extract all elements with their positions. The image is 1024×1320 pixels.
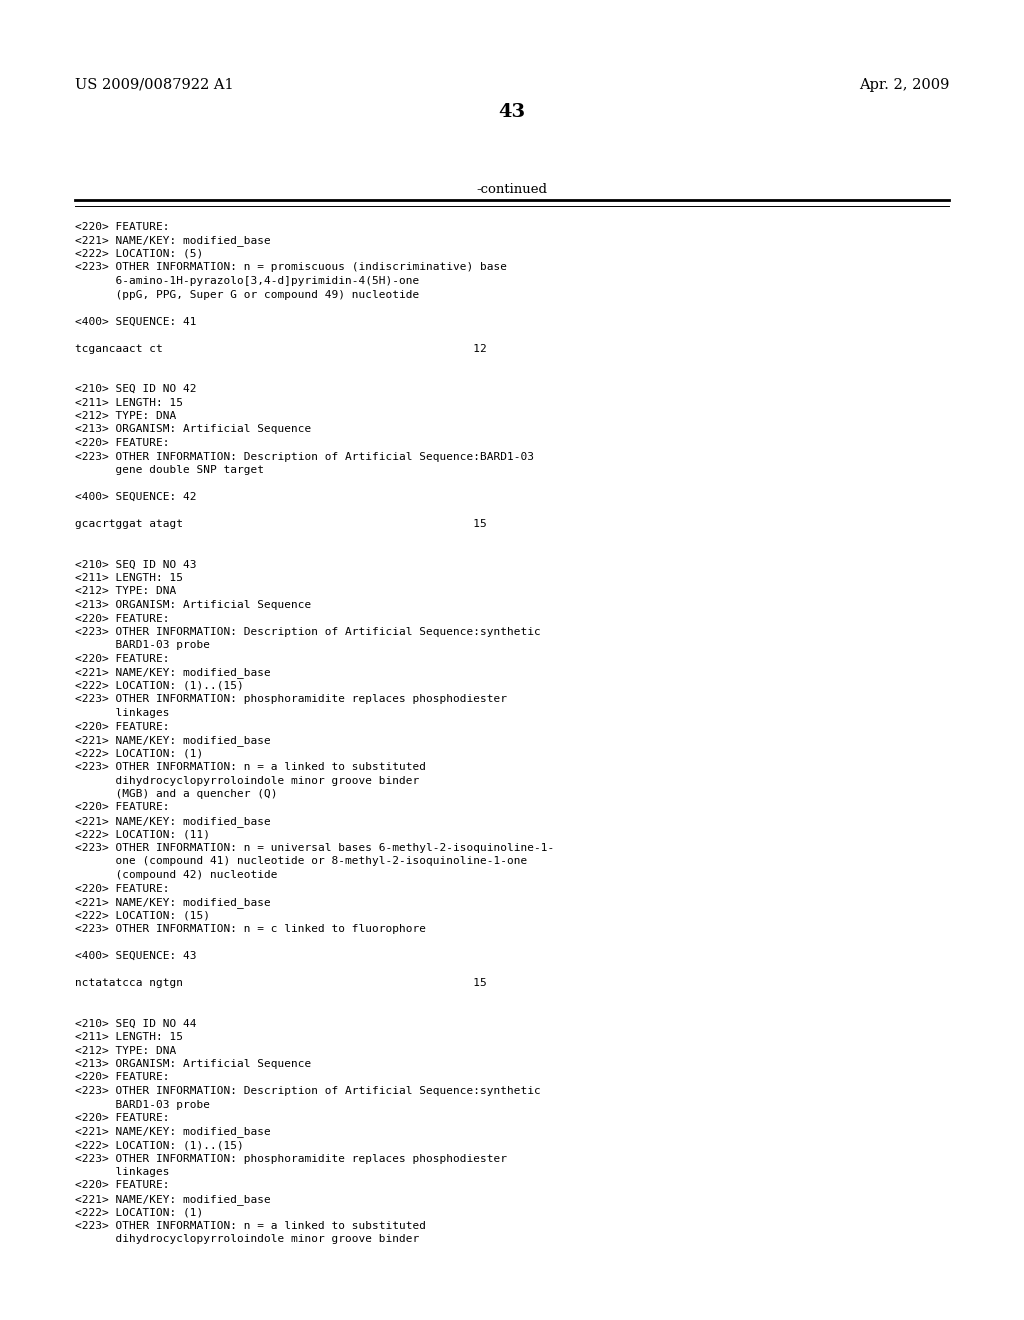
Text: US 2009/0087922 A1: US 2009/0087922 A1 [75, 78, 233, 92]
Text: linkages: linkages [75, 1167, 170, 1177]
Text: gene double SNP target: gene double SNP target [75, 465, 264, 475]
Text: <220> FEATURE:: <220> FEATURE: [75, 614, 170, 623]
Text: <213> ORGANISM: Artificial Sequence: <213> ORGANISM: Artificial Sequence [75, 601, 311, 610]
Text: <212> TYPE: DNA: <212> TYPE: DNA [75, 1045, 176, 1056]
Text: <210> SEQ ID NO 43: <210> SEQ ID NO 43 [75, 560, 197, 569]
Text: <220> FEATURE:: <220> FEATURE: [75, 222, 170, 232]
Text: <222> LOCATION: (1)..(15): <222> LOCATION: (1)..(15) [75, 681, 244, 690]
Text: <222> LOCATION: (1): <222> LOCATION: (1) [75, 1208, 203, 1217]
Text: <223> OTHER INFORMATION: Description of Artificial Sequence:synthetic: <223> OTHER INFORMATION: Description of … [75, 627, 541, 638]
Text: <220> FEATURE:: <220> FEATURE: [75, 1113, 170, 1123]
Text: tcgancaact ct                                              12: tcgancaact ct 12 [75, 343, 486, 354]
Text: <223> OTHER INFORMATION: phosphoramidite replaces phosphodiester: <223> OTHER INFORMATION: phosphoramidite… [75, 694, 507, 705]
Text: <223> OTHER INFORMATION: n = promiscuous (indiscriminative) base: <223> OTHER INFORMATION: n = promiscuous… [75, 263, 507, 272]
Text: <222> LOCATION: (15): <222> LOCATION: (15) [75, 911, 210, 920]
Text: <223> OTHER INFORMATION: Description of Artificial Sequence:synthetic: <223> OTHER INFORMATION: Description of … [75, 1086, 541, 1096]
Text: (compound 42) nucleotide: (compound 42) nucleotide [75, 870, 278, 880]
Text: <220> FEATURE:: <220> FEATURE: [75, 883, 170, 894]
Text: gcacrtggat atagt                                           15: gcacrtggat atagt 15 [75, 519, 486, 529]
Text: linkages: linkages [75, 708, 170, 718]
Text: <223> OTHER INFORMATION: n = c linked to fluorophore: <223> OTHER INFORMATION: n = c linked to… [75, 924, 426, 935]
Text: dihydrocyclopyrroloindole minor groove binder: dihydrocyclopyrroloindole minor groove b… [75, 1234, 419, 1245]
Text: -continued: -continued [476, 183, 548, 195]
Text: <222> LOCATION: (1)..(15): <222> LOCATION: (1)..(15) [75, 1140, 244, 1150]
Text: <223> OTHER INFORMATION: n = a linked to substituted: <223> OTHER INFORMATION: n = a linked to… [75, 1221, 426, 1232]
Text: <210> SEQ ID NO 44: <210> SEQ ID NO 44 [75, 1019, 197, 1028]
Text: <221> NAME/KEY: modified_base: <221> NAME/KEY: modified_base [75, 1126, 270, 1138]
Text: <223> OTHER INFORMATION: phosphoramidite replaces phosphodiester: <223> OTHER INFORMATION: phosphoramidite… [75, 1154, 507, 1163]
Text: Apr. 2, 2009: Apr. 2, 2009 [859, 78, 949, 92]
Text: nctatatcca ngtgn                                           15: nctatatcca ngtgn 15 [75, 978, 486, 987]
Text: <223> OTHER INFORMATION: n = a linked to substituted: <223> OTHER INFORMATION: n = a linked to… [75, 762, 426, 772]
Text: <221> NAME/KEY: modified_base: <221> NAME/KEY: modified_base [75, 668, 270, 678]
Text: <212> TYPE: DNA: <212> TYPE: DNA [75, 411, 176, 421]
Text: <220> FEATURE:: <220> FEATURE: [75, 803, 170, 813]
Text: <211> LENGTH: 15: <211> LENGTH: 15 [75, 397, 183, 408]
Text: <400> SEQUENCE: 43: <400> SEQUENCE: 43 [75, 950, 197, 961]
Text: <400> SEQUENCE: 42: <400> SEQUENCE: 42 [75, 492, 197, 502]
Text: (ppG, PPG, Super G or compound 49) nucleotide: (ppG, PPG, Super G or compound 49) nucle… [75, 289, 419, 300]
Text: 43: 43 [499, 103, 525, 121]
Text: <211> LENGTH: 15: <211> LENGTH: 15 [75, 1032, 183, 1041]
Text: <221> NAME/KEY: modified_base: <221> NAME/KEY: modified_base [75, 735, 270, 746]
Text: <223> OTHER INFORMATION: Description of Artificial Sequence:BARD1-03: <223> OTHER INFORMATION: Description of … [75, 451, 534, 462]
Text: <222> LOCATION: (5): <222> LOCATION: (5) [75, 249, 203, 259]
Text: BARD1-03 probe: BARD1-03 probe [75, 1100, 210, 1110]
Text: <213> ORGANISM: Artificial Sequence: <213> ORGANISM: Artificial Sequence [75, 1059, 311, 1069]
Text: 6-amino-1H-pyrazolo[3,4-d]pyrimidin-4(5H)-one: 6-amino-1H-pyrazolo[3,4-d]pyrimidin-4(5H… [75, 276, 419, 286]
Text: <220> FEATURE:: <220> FEATURE: [75, 653, 170, 664]
Text: <221> NAME/KEY: modified_base: <221> NAME/KEY: modified_base [75, 816, 270, 826]
Text: <222> LOCATION: (11): <222> LOCATION: (11) [75, 829, 210, 840]
Text: <220> FEATURE:: <220> FEATURE: [75, 722, 170, 731]
Text: <220> FEATURE:: <220> FEATURE: [75, 1072, 170, 1082]
Text: <210> SEQ ID NO 42: <210> SEQ ID NO 42 [75, 384, 197, 393]
Text: <212> TYPE: DNA: <212> TYPE: DNA [75, 586, 176, 597]
Text: <222> LOCATION: (1): <222> LOCATION: (1) [75, 748, 203, 759]
Text: one (compound 41) nucleotide or 8-methyl-2-isoquinoline-1-one: one (compound 41) nucleotide or 8-methyl… [75, 857, 527, 866]
Text: <221> NAME/KEY: modified_base: <221> NAME/KEY: modified_base [75, 1195, 270, 1205]
Text: BARD1-03 probe: BARD1-03 probe [75, 640, 210, 651]
Text: <220> FEATURE:: <220> FEATURE: [75, 438, 170, 447]
Text: <211> LENGTH: 15: <211> LENGTH: 15 [75, 573, 183, 583]
Text: <221> NAME/KEY: modified_base: <221> NAME/KEY: modified_base [75, 898, 270, 908]
Text: <220> FEATURE:: <220> FEATURE: [75, 1180, 170, 1191]
Text: <221> NAME/KEY: modified_base: <221> NAME/KEY: modified_base [75, 235, 270, 247]
Text: dihydrocyclopyrroloindole minor groove binder: dihydrocyclopyrroloindole minor groove b… [75, 776, 419, 785]
Text: (MGB) and a quencher (Q): (MGB) and a quencher (Q) [75, 789, 278, 799]
Text: <223> OTHER INFORMATION: n = universal bases 6-methyl-2-isoquinoline-1-: <223> OTHER INFORMATION: n = universal b… [75, 843, 554, 853]
Text: <400> SEQUENCE: 41: <400> SEQUENCE: 41 [75, 317, 197, 326]
Text: <213> ORGANISM: Artificial Sequence: <213> ORGANISM: Artificial Sequence [75, 425, 311, 434]
